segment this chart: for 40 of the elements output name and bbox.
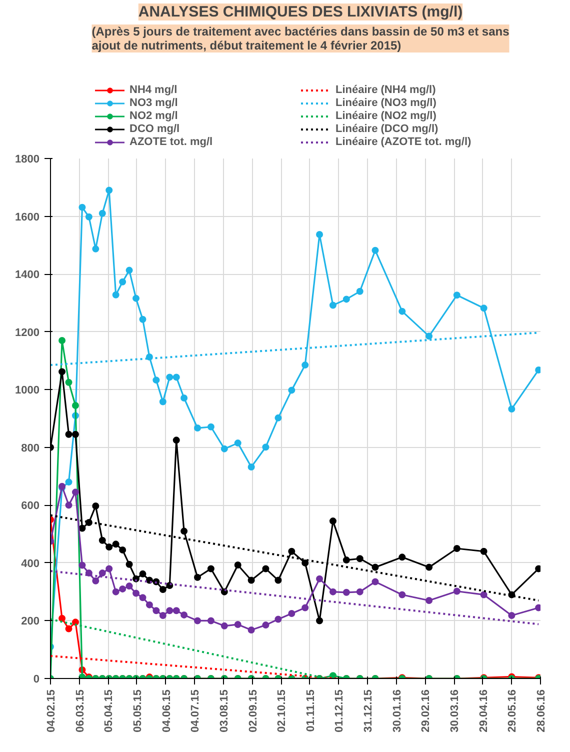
x-tick-label: 29.05.16: [506, 689, 519, 732]
y-tick-label: 800: [21, 442, 40, 454]
x-tick-label: 02.10.15: [276, 689, 288, 732]
x-tick-label: 06.03.15: [74, 689, 86, 732]
y-tick-label: 1200: [15, 326, 40, 339]
y-tick-label: 600: [21, 500, 40, 512]
x-tick-label: 03.08.15: [218, 689, 230, 732]
legend-label: DCO mg/l: [130, 123, 181, 135]
y-tick-label: 200: [21, 616, 40, 628]
x-tick-label: 29.04.16: [478, 689, 490, 732]
chart-subtitle: (Après 5 jours de traitement avec bactéries dans bassin de 50 m3 et sans ajout de nutriments, début traitement le 4 février 2015): [92, 24, 510, 52]
x-tick-label: 05.05.15: [132, 689, 144, 732]
y-tick-label: 1600: [15, 211, 40, 224]
x-tick-label: 01.11.15: [304, 689, 317, 732]
legend-label: Linéaire (NO2 mg/l): [336, 110, 438, 122]
legend-label: NH4 mg/l: [130, 84, 178, 96]
x-tick-label: 02.09.15: [247, 689, 260, 732]
x-tick-label: 01.12.15: [334, 689, 346, 732]
legend-label: Linéaire (NO3 mg/l): [336, 97, 438, 109]
chart-title: ANALYSES CHIMIQUES DES LIXIVIATS (mg/l): [138, 4, 463, 20]
x-tick-label: 28.06.16: [536, 689, 548, 732]
legend-label: NO3 mg/l: [130, 97, 179, 109]
y-tick-label: 0: [33, 674, 40, 686]
y-tick-label: 400: [21, 558, 40, 570]
legend-label: Linéaire (DCO mg/l): [336, 123, 440, 135]
y-tick-label: 1000: [15, 384, 40, 397]
legend-label: Linéaire (AZOTE tot. mg/l): [336, 136, 472, 148]
x-tick-label: 29.02.16: [420, 689, 432, 732]
x-tick-label: 31.12.15: [362, 689, 375, 732]
y-tick-label: 1400: [15, 269, 40, 282]
x-tick-label: 04.06.15: [160, 689, 173, 732]
x-tick-label: 04.07.15: [190, 689, 202, 732]
x-tick-label: 30.03.16: [449, 689, 462, 732]
legend-label: NO2 mg/l: [130, 110, 179, 122]
x-tick-label: 05.04.15: [103, 689, 116, 732]
x-tick-label: 30.01.16: [391, 689, 404, 732]
y-tick-label: 1800: [15, 154, 40, 166]
x-tick-label: 04.02.15: [46, 689, 58, 732]
legend-label: Linéaire (NH4 mg/l): [336, 84, 437, 96]
legend-label: AZOTE tot. mg/l: [130, 136, 214, 148]
